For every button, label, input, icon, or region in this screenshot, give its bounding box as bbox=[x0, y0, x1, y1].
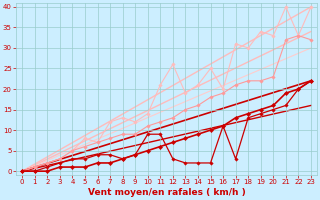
X-axis label: Vent moyen/en rafales ( km/h ): Vent moyen/en rafales ( km/h ) bbox=[88, 188, 245, 197]
